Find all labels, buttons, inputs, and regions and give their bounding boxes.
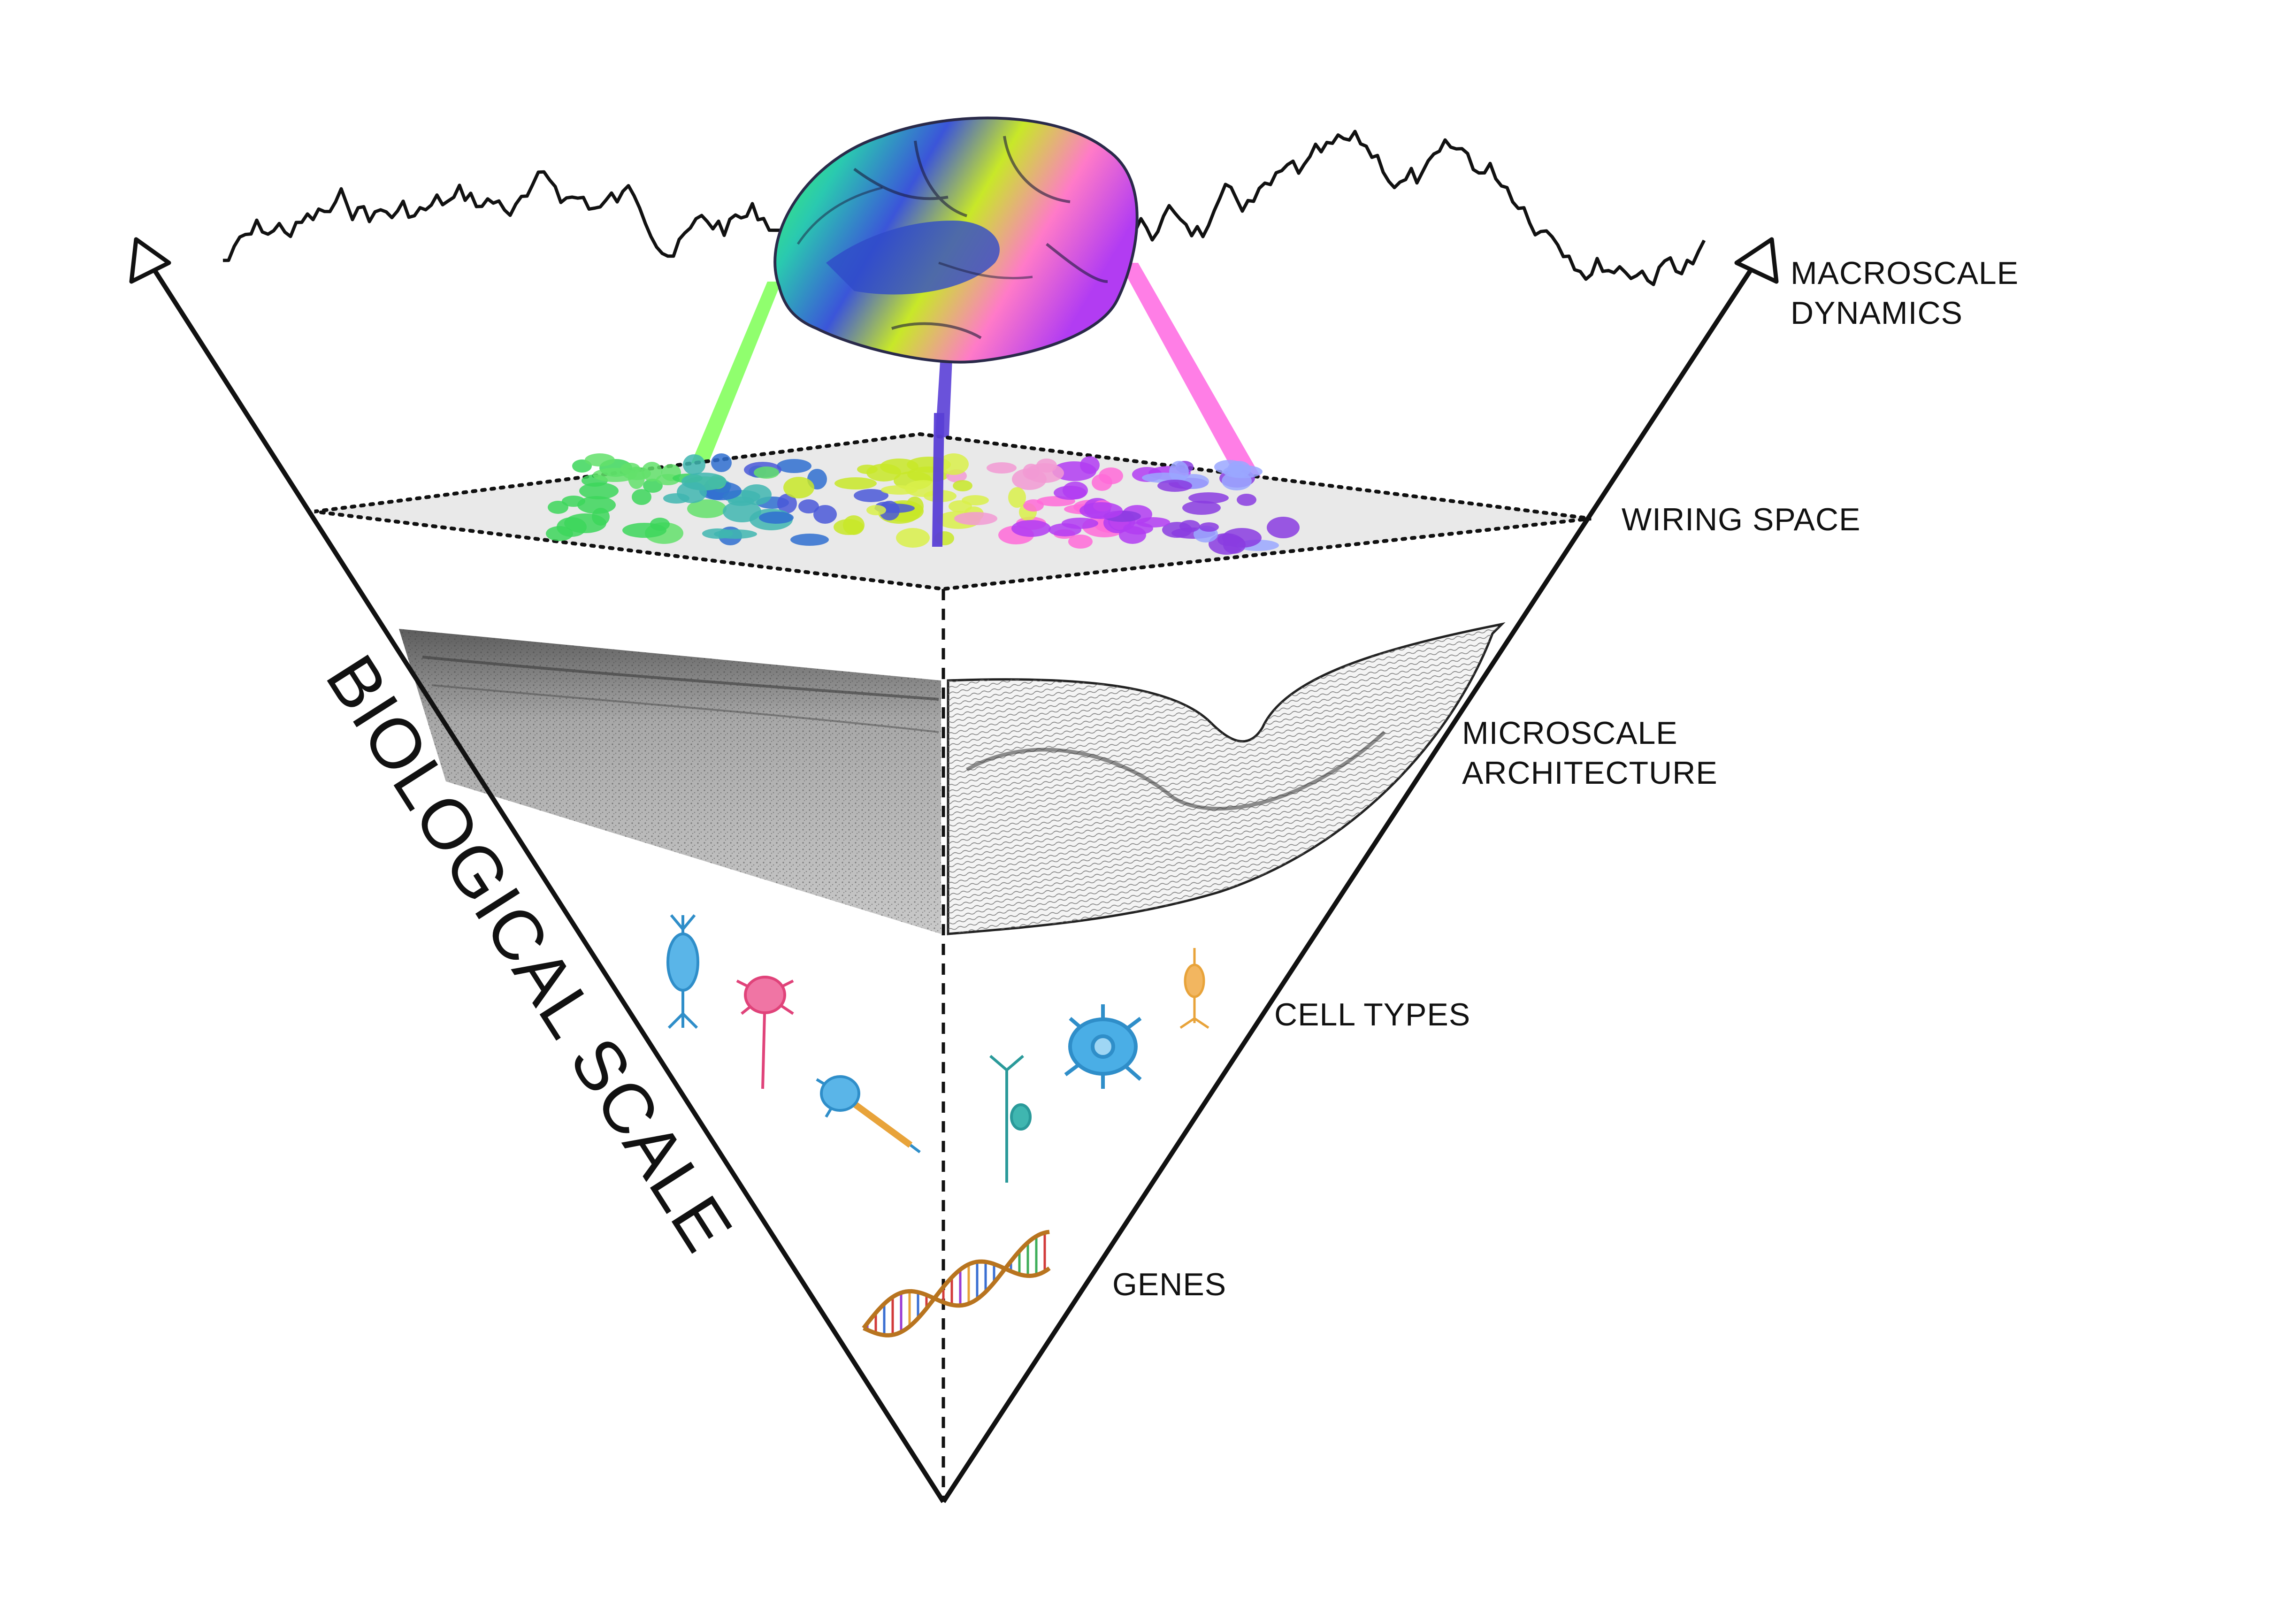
wiring-node bbox=[1079, 502, 1123, 519]
level-label-macroscale: MACROSCALE DYNAMICS bbox=[1791, 255, 2028, 331]
wiring-node bbox=[777, 459, 811, 473]
wiring-node bbox=[1237, 494, 1256, 506]
wiring-node bbox=[723, 501, 761, 522]
wiring-node bbox=[585, 453, 615, 466]
wiring-node bbox=[953, 480, 972, 491]
level-label-microscale: MICROSCALE ARCHITECTURE bbox=[1462, 715, 1718, 791]
dna-helix-icon bbox=[862, 1230, 1051, 1338]
wiring-node bbox=[1099, 467, 1123, 484]
wiring-node bbox=[1179, 520, 1200, 532]
wiring-node bbox=[687, 499, 727, 518]
wiring-node bbox=[813, 505, 837, 524]
wiring-node bbox=[905, 480, 941, 497]
wiring-node bbox=[987, 462, 1017, 474]
wiring-node bbox=[1182, 501, 1221, 515]
wiring-node bbox=[843, 515, 865, 535]
wiring-node bbox=[1026, 463, 1064, 483]
wiring-node bbox=[880, 459, 918, 474]
myelinated-neuron-icon bbox=[816, 1075, 921, 1154]
wiring-node bbox=[1068, 535, 1093, 549]
right-arrowhead-icon bbox=[1734, 237, 1779, 284]
magenta-projection-beam bbox=[1119, 263, 1267, 495]
macroscale-time-series bbox=[222, 130, 1706, 286]
wiring-node bbox=[577, 496, 616, 514]
wiring-node bbox=[1080, 456, 1100, 474]
wiring-node bbox=[1008, 487, 1026, 508]
wiring-node bbox=[798, 499, 819, 513]
dna-strand bbox=[863, 1259, 1051, 1338]
wiring-node bbox=[702, 528, 733, 539]
wiring-node bbox=[962, 495, 989, 505]
level-label-genes: GENES bbox=[1112, 1267, 1226, 1302]
small-neuron-icon bbox=[1179, 948, 1209, 1029]
wiring-node bbox=[1169, 461, 1189, 482]
level-label-cells: CELL TYPES bbox=[1274, 997, 1470, 1032]
wiring-node bbox=[783, 477, 814, 498]
wiring-node bbox=[632, 489, 651, 505]
brain-surface-icon bbox=[773, 116, 1139, 364]
wiring-node bbox=[681, 473, 727, 490]
wiring-node bbox=[896, 528, 930, 548]
wiring-node bbox=[1011, 520, 1051, 537]
astrocyte-icon bbox=[1064, 1004, 1142, 1089]
neuron-icons bbox=[666, 914, 1209, 1183]
wiring-node bbox=[1023, 499, 1044, 512]
wiring-node bbox=[1214, 460, 1244, 474]
wiring-node bbox=[834, 477, 877, 489]
right-scale-axis bbox=[941, 247, 1767, 1503]
wiring-node bbox=[548, 501, 568, 514]
wiring-node bbox=[711, 453, 732, 472]
wiring-node bbox=[854, 489, 888, 502]
wiring-node bbox=[1063, 482, 1088, 499]
left-arrowhead-icon bbox=[129, 237, 171, 284]
wiring-node bbox=[579, 482, 619, 499]
wiring-node bbox=[1062, 518, 1098, 529]
multipolar-neuron-icon bbox=[736, 976, 794, 1089]
wiring-node bbox=[650, 518, 670, 531]
wiring-node bbox=[1157, 480, 1192, 492]
bipolar-neuron-icon bbox=[989, 1055, 1032, 1183]
wiring-space-plane bbox=[314, 413, 1592, 591]
green-projection-beam bbox=[688, 282, 781, 474]
wiring-node bbox=[683, 454, 705, 475]
level-label-wiring: WIRING SPACE bbox=[1622, 502, 1860, 537]
pyramidal-neuron-icon bbox=[666, 914, 699, 1029]
wiring-node bbox=[866, 505, 886, 515]
blue-projection-beam-lower bbox=[932, 413, 944, 547]
wiring-node bbox=[777, 494, 797, 513]
wiring-node bbox=[954, 512, 997, 525]
wiring-node bbox=[620, 463, 640, 475]
wiring-node bbox=[1223, 536, 1246, 554]
wiring-node bbox=[1267, 517, 1300, 538]
wiring-node bbox=[939, 453, 969, 475]
wiring-node bbox=[1222, 472, 1252, 490]
left-scale-axis bbox=[138, 247, 946, 1503]
wiring-node bbox=[1199, 522, 1219, 532]
wiring-node bbox=[754, 466, 779, 479]
wiring-node bbox=[790, 534, 829, 546]
wiring-node bbox=[592, 508, 610, 526]
dna-strand bbox=[862, 1230, 1050, 1330]
histology-sketch bbox=[947, 622, 1506, 935]
cortical-tissue-image bbox=[399, 629, 941, 934]
wiring-node bbox=[759, 512, 794, 524]
wiring-node bbox=[1188, 492, 1229, 504]
